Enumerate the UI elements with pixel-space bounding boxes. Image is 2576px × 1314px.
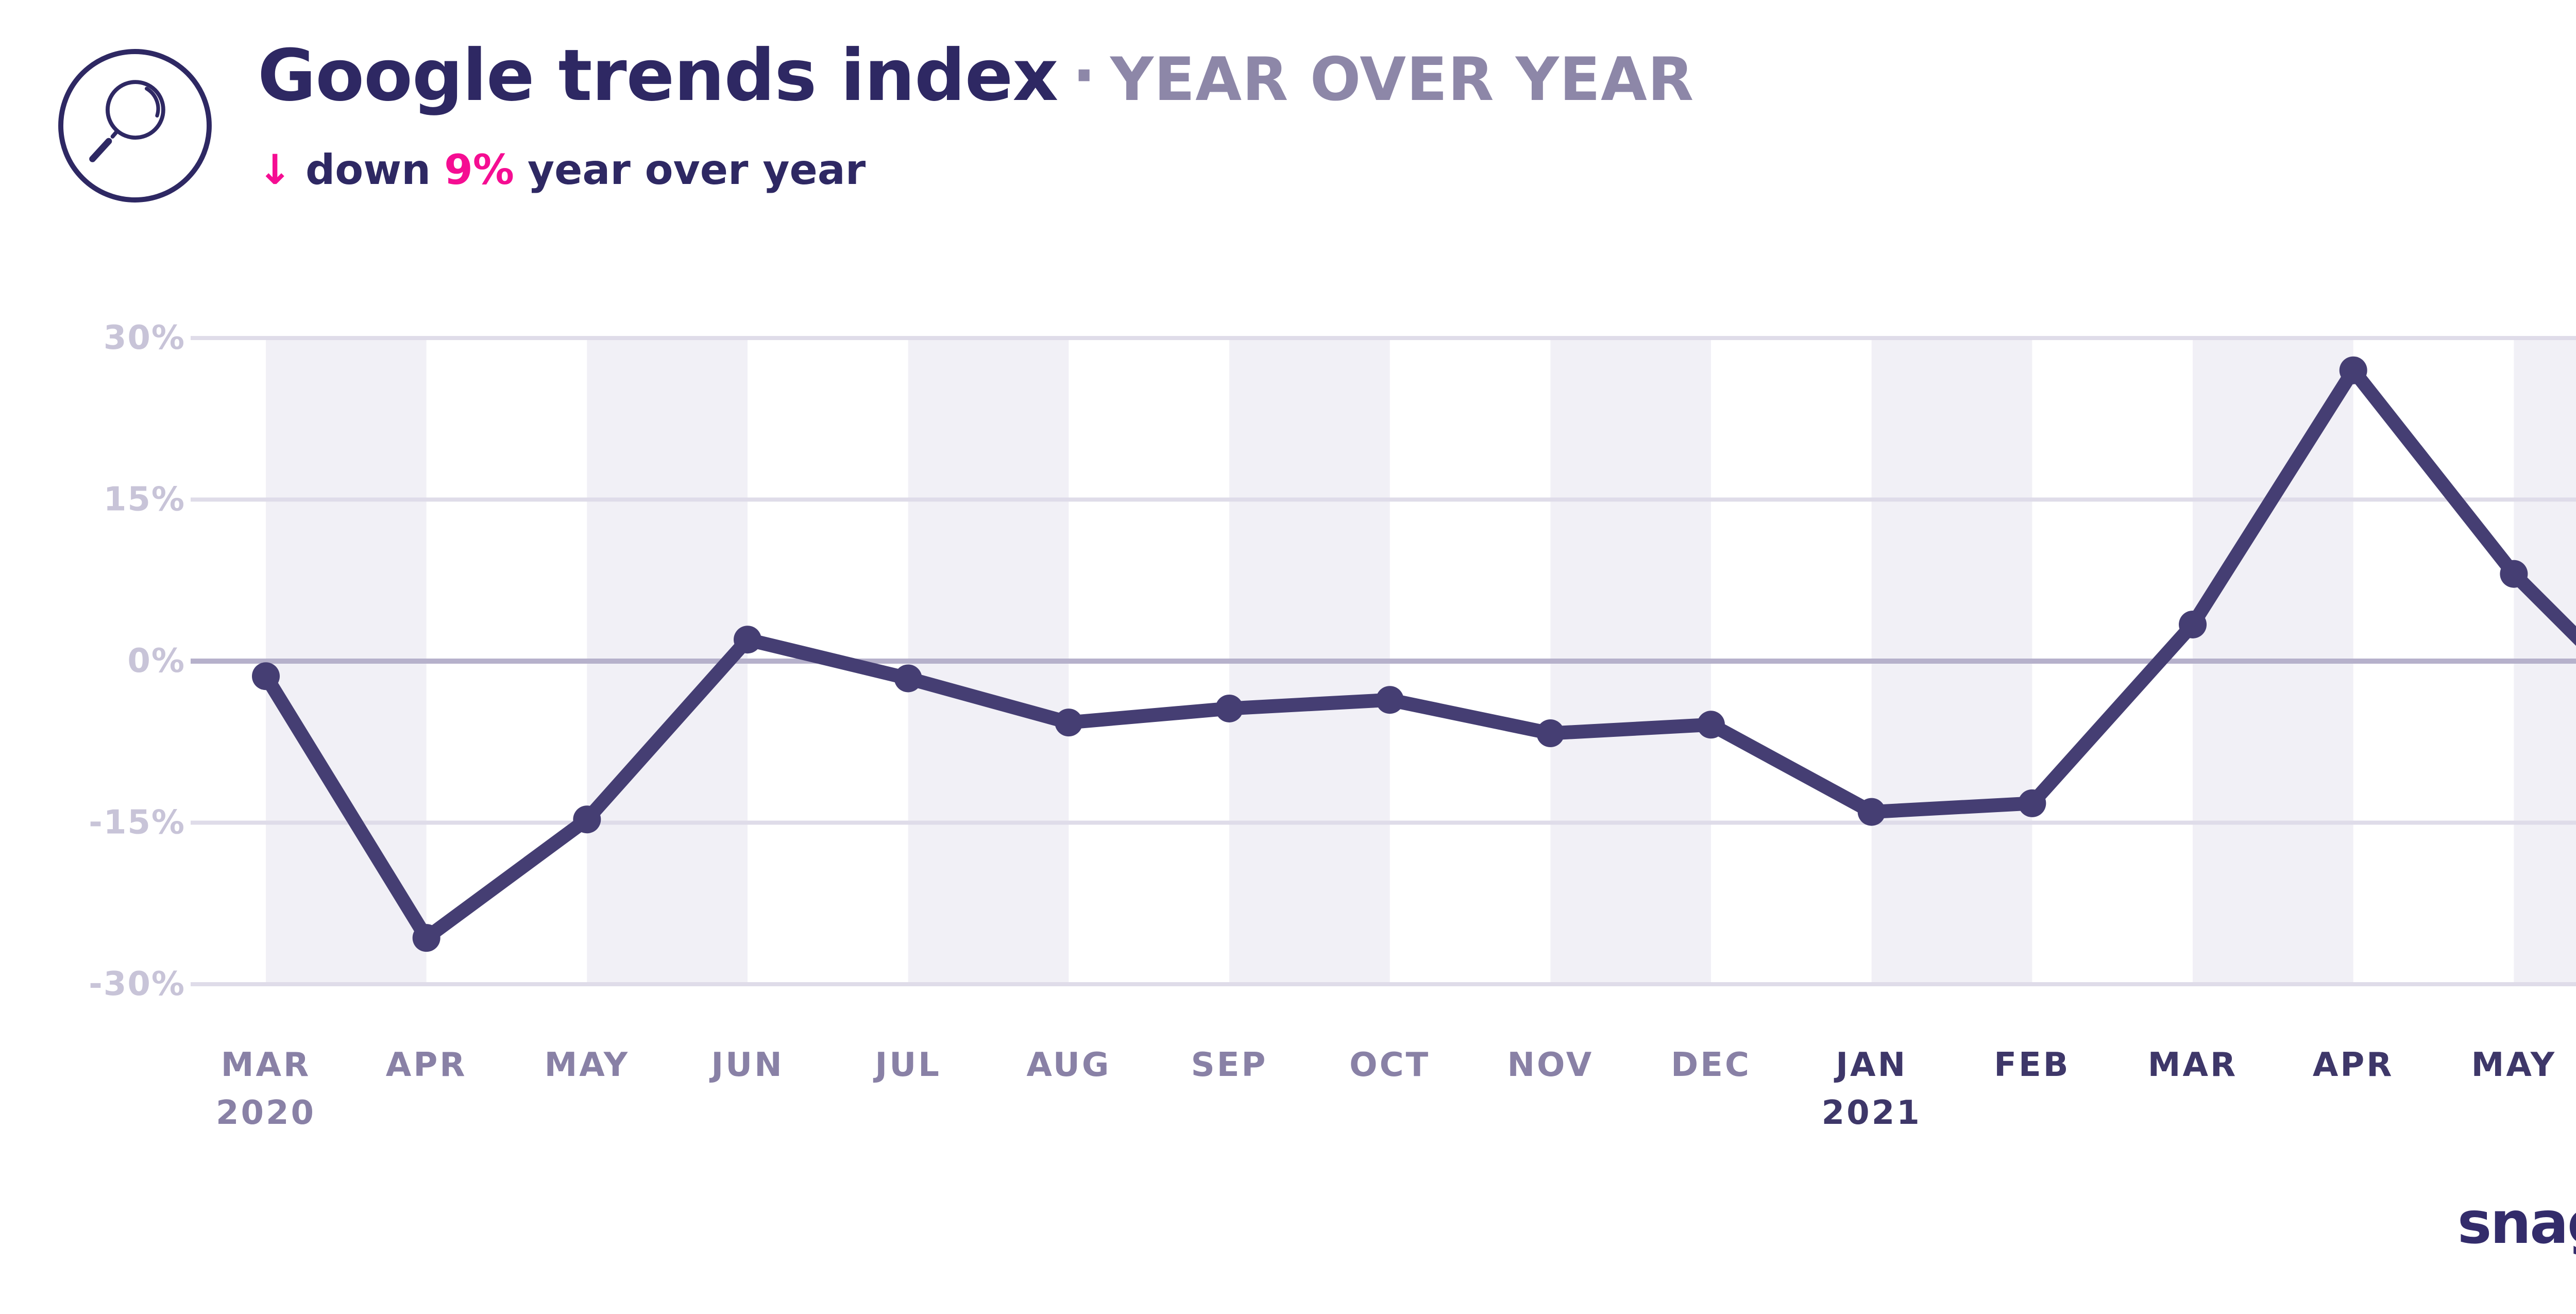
- trend-summary: ↓ down 9% year over year: [258, 149, 879, 191]
- x-axis-label: JAN: [1834, 1046, 1907, 1084]
- x-axis-year-label: 2021: [1822, 1094, 1922, 1132]
- data-point: [2018, 789, 2046, 817]
- magnifier-handle: [89, 138, 112, 162]
- data-point: [2339, 356, 2367, 384]
- x-axis-label: AUG: [1026, 1046, 1111, 1084]
- page-title: Google trends index: [258, 34, 1058, 117]
- x-axis-label: NOV: [1507, 1046, 1594, 1084]
- data-point: [1536, 719, 1565, 748]
- x-axis-label: JUL: [873, 1046, 941, 1084]
- data-point: [1697, 711, 1725, 739]
- y-axis-label: -15%: [89, 804, 185, 842]
- data-point: [2179, 610, 2207, 638]
- trend-text-suffix: year over year: [527, 146, 866, 194]
- magnifier-lens: [105, 80, 165, 140]
- data-point: [1215, 694, 1244, 722]
- magnifier-ferrule: [110, 129, 120, 139]
- x-axis-label: SEP: [1191, 1046, 1268, 1084]
- title-separator: ·: [1072, 40, 1096, 112]
- y-axis-label: 0%: [127, 642, 185, 680]
- icon-outer-circle: [58, 49, 212, 203]
- snagajob-logo: snagajob®: [2458, 1194, 2576, 1252]
- x-axis-label: JUN: [709, 1046, 784, 1084]
- data-point: [252, 662, 280, 690]
- magnifying-glass-icon: [58, 48, 212, 203]
- trend-line: [259, 363, 2576, 945]
- data-point: [734, 626, 762, 654]
- x-axis-label: MAR: [2148, 1046, 2238, 1084]
- x-axis-label: OCT: [1349, 1046, 1430, 1084]
- data-point: [1376, 686, 1404, 714]
- header: Google trends index · YEAR OVER YEAR ↓ down…: [258, 40, 1694, 191]
- x-axis-label: FEB: [1994, 1046, 2070, 1084]
- x-axis-label: DEC: [1671, 1046, 1751, 1084]
- data-point: [894, 664, 922, 693]
- y-axis-label: -30%: [89, 965, 185, 1003]
- x-axis-label: APR: [386, 1046, 467, 1084]
- data-point: [1857, 798, 1886, 826]
- period-label: YEAR OVER YEAR: [1110, 45, 1694, 114]
- y-axis-label: 30%: [104, 319, 185, 357]
- lens-highlight: [144, 87, 160, 118]
- data-point: [573, 805, 601, 834]
- x-axis-label: APR: [2313, 1046, 2394, 1084]
- data-point: [1055, 709, 1083, 737]
- x-axis-label: MAY: [545, 1046, 630, 1084]
- data-point: [2500, 560, 2528, 588]
- logo-text: snagajob: [2457, 1190, 2576, 1257]
- trend-text-prefix: down: [306, 146, 431, 194]
- y-axis-label: 15%: [104, 481, 185, 519]
- trend-percent: 9%: [444, 146, 514, 194]
- x-axis-label: MAY: [2471, 1046, 2556, 1084]
- x-axis-year-label: 2020: [216, 1094, 316, 1132]
- down-arrow-icon: ↓: [258, 146, 293, 194]
- x-axis-label: MAR: [221, 1046, 311, 1084]
- data-point: [412, 924, 440, 952]
